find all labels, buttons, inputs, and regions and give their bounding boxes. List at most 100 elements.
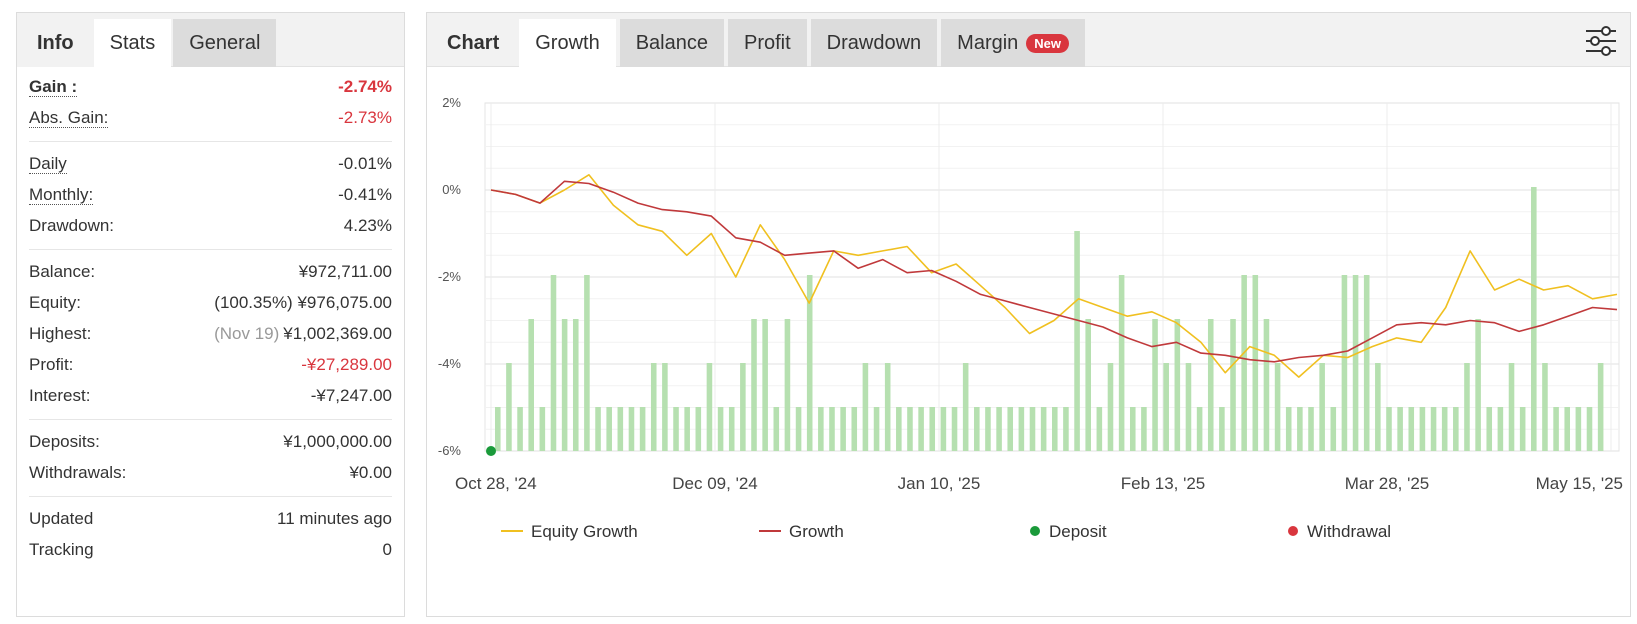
legend-dot-swatch [1030,526,1040,536]
activity-bar [1531,187,1537,451]
y-tick-label: 2% [442,95,461,110]
legend-label: Deposit [1049,522,1107,541]
deposit-marker [486,446,496,456]
balance-label: Balance: [29,261,96,281]
x-tick-label: Feb 13, '25 [1121,474,1206,493]
chart-tabs: Chart Growth Balance Profit Drawdown Mar… [427,13,1630,67]
interest-label: Interest: [29,385,91,405]
monthly-label[interactable]: Monthly: [29,184,94,205]
growth-chart: 2% 0% -2% -4% -6% Oct 28, '24 Dec 09, '24 Jan … [438,95,1623,541]
deposits-label: Deposits: [29,431,100,451]
highest-date: (Nov 19) [214,323,280,343]
tab-chart[interactable]: Chart [447,31,500,54]
abs-gain-label[interactable]: Abs. Gain: [29,107,109,128]
activity-bar [1018,407,1025,451]
legend-item[interactable]: Growth [759,522,844,541]
activity-bar [1141,407,1147,451]
equity-value-wrap: (100.35%) ¥976,075.00 [214,293,392,313]
activity-bar [1252,275,1259,451]
profit-value: -¥27,289.00 [301,354,392,374]
gain-label[interactable]: Gain : [29,76,78,97]
x-axis: Oct 28, '24 Dec 09, '24 Jan 10, '25 Feb 13,… [455,474,1623,493]
activity-bar [1341,275,1348,451]
chart-panel: Chart Growth Balance Profit Drawdown Mar… [426,12,1631,617]
balance-row: Balance: ¥972,711.00 [29,256,392,287]
legend-label: Withdrawal [1307,522,1391,541]
withdrawals-label: Withdrawals: [29,462,127,482]
legend-item[interactable]: Deposit [1030,522,1107,541]
activity-bar [1096,407,1103,451]
activity-bar [495,407,501,451]
withdrawals-value: ¥0.00 [349,462,392,482]
activity-bar [539,407,546,451]
activity-bar [606,407,612,451]
tab-balance[interactable]: Balance [619,19,724,67]
activity-bar [1319,363,1325,451]
profit-row: Profit: -¥27,289.00 [29,349,392,380]
legend-item[interactable]: Withdrawal [1288,522,1391,541]
activity-bar [1497,407,1504,451]
highest-value-wrap: (Nov 19) ¥1,002,369.00 [214,324,392,344]
activity-bar [996,407,1002,451]
y-tick-label: -6% [438,443,462,458]
legend-item[interactable]: Equity Growth [501,522,638,541]
activity-bar [517,407,523,451]
activity-bar [1564,407,1571,451]
deposits-row: Deposits: ¥1,000,000.00 [29,426,392,457]
highest-row: Highest: (Nov 19) ¥1,002,369.00 [29,318,392,349]
activity-bar [1196,407,1203,451]
activity-bar [1352,275,1359,451]
info-tabs: Info Stats General [17,13,404,67]
tracking-label: Tracking [29,539,94,559]
activity-bar [1107,363,1114,451]
activity-bar [873,407,880,451]
daily-label[interactable]: Daily [29,153,67,174]
tab-drawdown[interactable]: Drawdown [810,19,938,67]
activity-bar [1475,319,1481,451]
abs-gain-value: -2.73% [338,107,392,127]
activity-bar [528,319,534,451]
activity-bar [1185,363,1192,451]
tab-stats[interactable]: Stats [93,19,172,67]
interest-value: -¥7,247.00 [310,385,392,405]
activity-bar [1542,363,1548,451]
activity-bar [1241,275,1247,451]
activity-bar [762,319,768,451]
activity-bar [728,407,735,451]
activity-bar [595,407,601,451]
activity-bar [773,407,780,451]
drawdown-value: 4.23% [343,215,392,235]
activity-bar [951,407,958,451]
updated-label: Updated [29,508,94,528]
abs-gain-row: Abs. Gain: -2.73% [29,102,392,133]
activity-bar [818,407,824,451]
x-tick-label: Dec 09, '24 [672,474,757,493]
activity-bar [673,407,679,451]
tab-info[interactable]: Info [17,19,94,67]
chart-bars [495,187,1604,451]
activity-bar [907,407,913,451]
activity-bar [584,275,590,451]
equity-percent: (100.35%) [214,292,293,312]
activity-bar [1363,275,1370,451]
tab-margin[interactable]: Margin New [941,19,1086,67]
activity-bar [1207,319,1214,451]
activity-bar [1308,407,1314,451]
x-tick-label: Jan 10, '25 [898,474,981,493]
tab-profit[interactable]: Profit [727,19,807,67]
activity-bar [1330,407,1337,451]
activity-bar [1441,407,1448,451]
highest-label: Highest: [29,323,92,343]
activity-bar [1040,407,1047,451]
activity-bar [1464,363,1470,451]
sliders-icon[interactable] [1584,25,1618,57]
y-tick-label: 0% [442,182,461,197]
activity-bar [974,407,980,451]
tab-general[interactable]: General [173,19,277,67]
drawdown-label: Drawdown: [29,215,115,235]
activity-bar [1375,363,1381,451]
activity-bar [1397,407,1403,451]
tab-growth[interactable]: Growth [519,19,616,67]
activity-bar [572,319,579,451]
activity-bar [1508,363,1515,451]
